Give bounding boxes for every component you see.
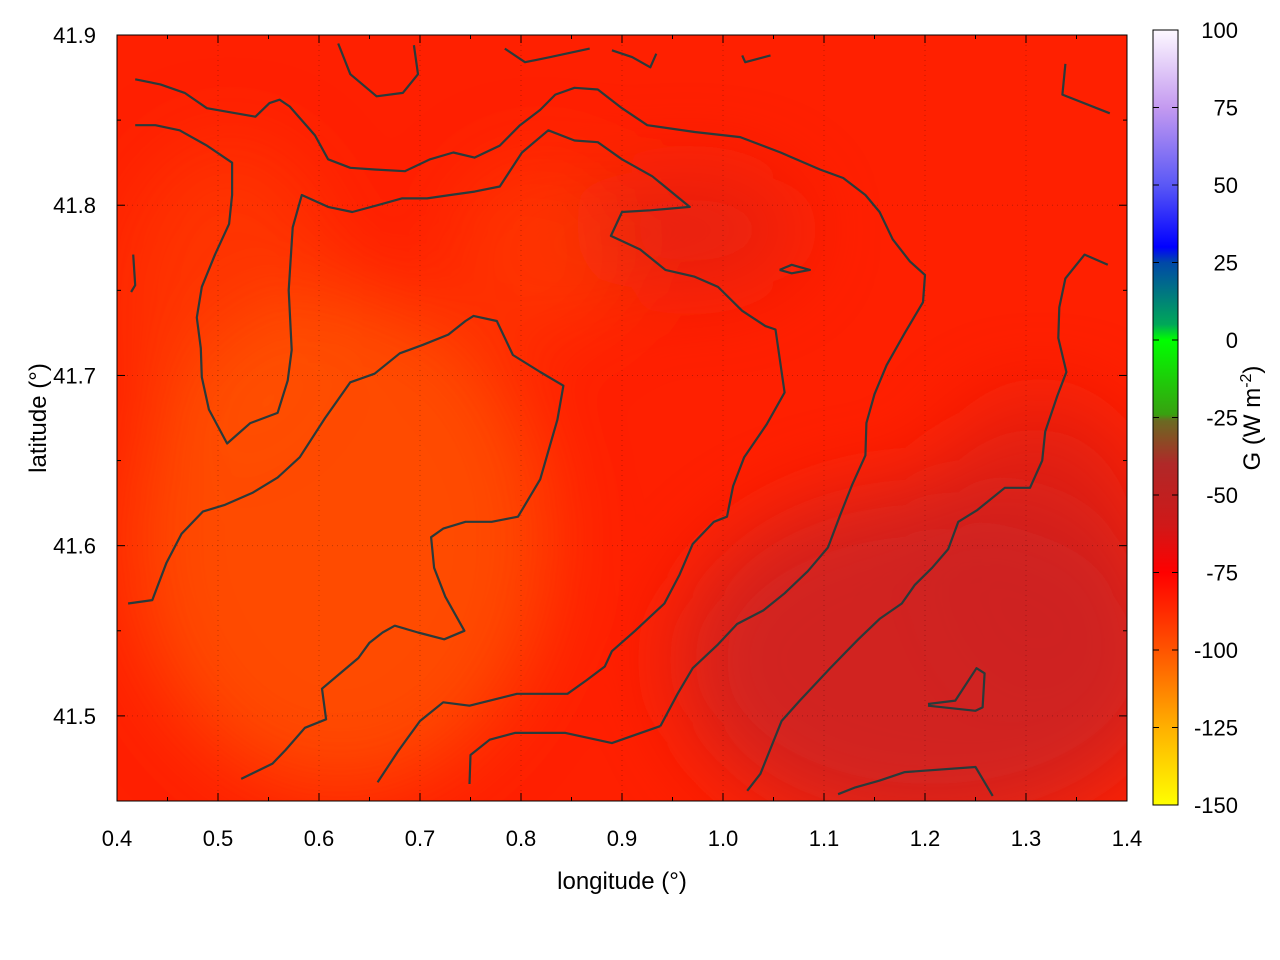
colorbar-tick-label: 50: [1214, 173, 1238, 198]
x-tick-label: 1.4: [1112, 826, 1143, 851]
field-region-high: [580, 170, 800, 290]
y-tick-label: 41.8: [53, 193, 96, 218]
field-region-low: [120, 140, 340, 460]
contour-line: [779, 263, 812, 275]
contour-line: [504, 47, 590, 64]
y-tick-label: 41.7: [53, 363, 96, 388]
contour-line: [127, 314, 565, 780]
x-tick-label: 0.4: [102, 826, 133, 851]
x-tick-label: 0.9: [607, 826, 638, 851]
colorbar-tick-label: 25: [1214, 251, 1238, 276]
contour-line: [611, 49, 658, 69]
x-tick-label: 1.3: [1011, 826, 1042, 851]
contour-line: [1061, 63, 1111, 115]
contour-line: [468, 725, 661, 785]
x-tick-label: 1.1: [809, 826, 840, 851]
contour-line: [746, 253, 1109, 792]
x-axis-label: longitude (°): [557, 868, 687, 895]
x-tick-label: 1.2: [910, 826, 941, 851]
contour-line: [741, 54, 771, 64]
x-tick-label: 0.7: [405, 826, 436, 851]
x-tick-label: 0.5: [203, 826, 234, 851]
contour-line: [134, 78, 927, 727]
colorbar-label: G (W m-2): [1238, 366, 1266, 471]
colorbar-tick-label: -125: [1194, 716, 1238, 741]
axis-ticks: 0.4 0.5 0.6 0.7 0.8 0.9 1.0 1.1 1.2 1.3 1.4 41.5 41.…: [53, 23, 1142, 851]
field-region-low: [450, 160, 630, 340]
y-tick-label: 41.5: [53, 704, 96, 729]
contour-lines: [127, 43, 1111, 797]
colorbar-tick-label: -150: [1194, 793, 1238, 818]
x-tick-label: 1.0: [708, 826, 739, 851]
colorbar-tick-label: -50: [1206, 483, 1238, 508]
contour-line: [837, 765, 994, 797]
colorbar-ticks: 100 75 50 25 0 -25 -50 -75 -100 -125 -150: [1153, 18, 1238, 818]
y-axis-label: latitude (°): [25, 363, 52, 473]
colorbar-tick-label: -100: [1194, 638, 1238, 663]
field-region-high: [920, 400, 1127, 720]
colorbar-tick-label: 100: [1201, 18, 1238, 43]
colorbar-tick-label: 0: [1226, 328, 1238, 353]
y-tick-label: 41.6: [53, 534, 96, 559]
y-tick-label: 41.9: [53, 23, 96, 48]
x-tick-label: 0.6: [304, 826, 335, 851]
colorbar-tick-label: 75: [1214, 96, 1238, 121]
contour-line: [927, 667, 986, 712]
field-regions: [120, 140, 1127, 801]
colorbar-tick-label: -25: [1206, 406, 1238, 431]
heatmap-field: [117, 35, 1127, 801]
contour-line: [135, 124, 786, 783]
colorbar-tick-label: -75: [1206, 561, 1238, 586]
contour-line: [337, 43, 420, 98]
contour-line: [130, 254, 137, 293]
x-tick-label: 0.8: [506, 826, 537, 851]
